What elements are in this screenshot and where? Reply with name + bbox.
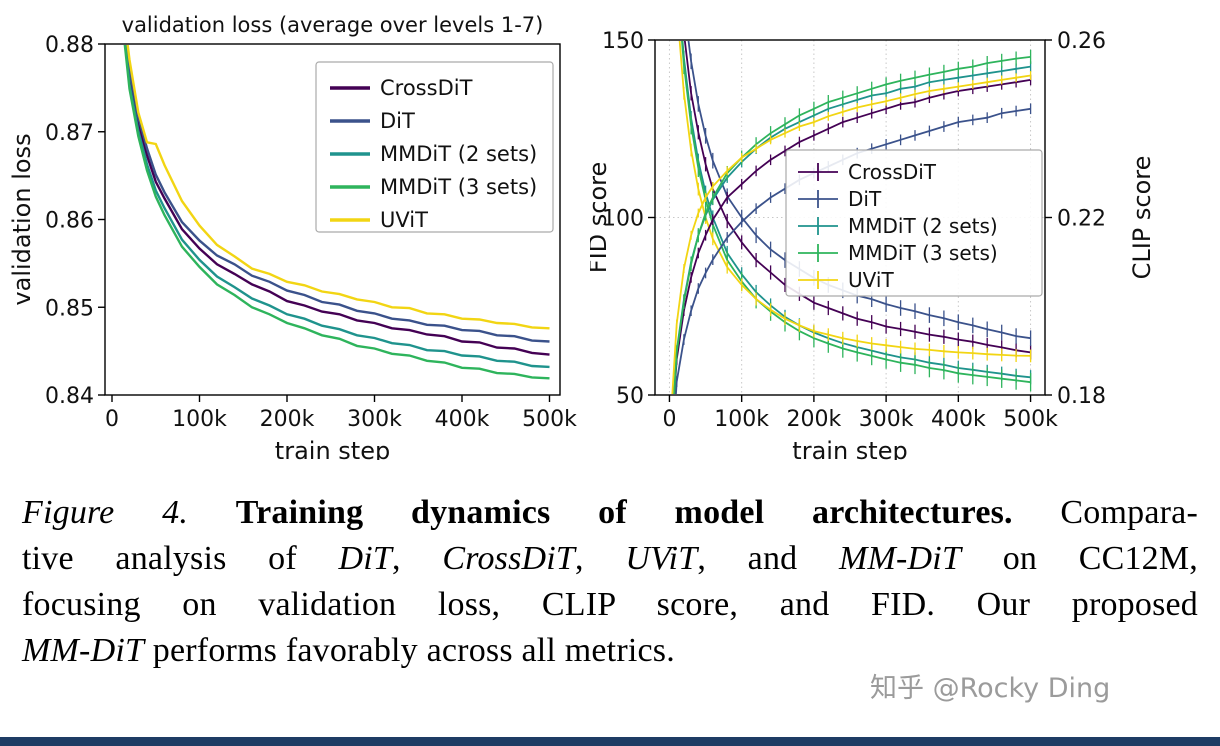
y-tick-label: 0.84 [45,384,94,409]
caption-segment: DiT [338,540,393,577]
caption-segment: Compara- [1012,494,1198,531]
x-axis-label: train step [275,437,390,460]
caption-segment: , [575,540,626,577]
y-tick-label: 0.86 [45,209,94,234]
fid-clip-chart: 50 100 150 0.18 0.22 0.26 0 100k 200k 300k 400k 500… [590,29,1156,460]
legend-label: UViT [848,268,894,292]
legend-box [315,61,554,233]
x-tick-label: 500k [522,407,577,432]
watermark: 知乎 @Rocky Ding [870,666,1110,705]
y-tick-label: 0.87 [45,121,94,146]
caption-segment: Figure 4. [22,494,236,531]
caption-segment: focusing on validation loss, CLIP score,… [22,586,1198,623]
y-tick-label: 0.85 [45,296,94,321]
legend-box [785,149,1043,297]
caption-segment: on CC12M, [961,540,1199,577]
x-tick-label: 0 [105,407,119,432]
legend-label: MMDiT (2 sets) [848,214,998,238]
caption-segment: performs favorably across all metrics. [144,632,675,669]
legend-label: MMDiT (2 sets) [380,142,537,166]
legend-label: DiT [848,187,882,211]
validation-loss-chart: 0.84 0.85 0.86 0.87 0.88 0 100k 200k 300k 400k 500… [8,13,577,460]
legend-label: CrossDiT [848,160,937,184]
series-line [125,45,550,343]
caption-segment: , and [697,540,839,577]
legend-label: UViT [380,208,428,232]
series-line [123,45,550,380]
footer-bar [0,737,1220,746]
caption-segment: MM-DiT [838,540,962,577]
x-tick-label: 0 [662,407,676,432]
y-tick-label: 0.88 [45,33,94,58]
x-axis-label: train step [792,437,907,460]
x-tick-label: 300k [347,407,402,432]
legend-label: MMDiT (3 sets) [848,241,998,265]
chart-title: validation loss (average over levels 1-7… [122,13,544,37]
x-tick-label: 400k [931,407,986,432]
series-line [124,45,550,356]
legend-label: MMDiT (3 sets) [380,175,537,199]
y-tick-left-label: 50 [616,384,644,409]
caption-segment: Training dynamics of model architectures… [235,494,1013,531]
series-line [124,45,550,369]
y-axis-right-label: CLIP score [1128,156,1156,280]
x-tick-label: 100k [172,407,227,432]
x-tick-label: 500k [1003,407,1058,432]
legend-label: DiT [380,109,415,133]
y-tick-left-label: 100 [602,207,644,232]
x-tick-label: 300k [859,407,914,432]
y-axis-label: validation loss [8,133,36,305]
y-tick-right-label: 0.18 [1057,384,1106,409]
x-tick-label: 400k [435,407,490,432]
legend-label: CrossDiT [380,76,473,100]
caption-line: MM-DiT performs favorably across all met… [22,628,1198,674]
caption-segment: , [392,540,443,577]
caption-line: focusing on validation loss, CLIP score,… [22,582,1198,628]
caption-segment: tive analysis of [22,540,339,577]
x-tick-label: 100k [714,407,769,432]
figure-caption: Figure 4. Training dynamics of model arc… [22,490,1198,674]
y-tick-left-label: 150 [602,29,644,54]
caption-line: tive analysis of DiT, CrossDiT, UViT, an… [22,536,1198,582]
y-axis-left-label: FID score [590,162,612,273]
charts-row: 0.84 0.85 0.86 0.87 0.88 0 100k 200k 300k 400k 500… [8,13,1156,460]
x-tick-label: 200k [787,407,842,432]
watermark-text: 知乎 @Rocky Ding [870,673,1111,704]
y-tick-right-label: 0.26 [1057,29,1106,54]
caption-line: Figure 4. Training dynamics of model arc… [22,490,1198,536]
y-tick-right-label: 0.22 [1057,207,1106,232]
caption-segment: UViT [625,540,698,577]
series-line [126,45,550,330]
caption-segment: MM-DiT [22,632,145,669]
caption-segment: CrossDiT [442,540,576,577]
x-tick-label: 200k [260,407,315,432]
